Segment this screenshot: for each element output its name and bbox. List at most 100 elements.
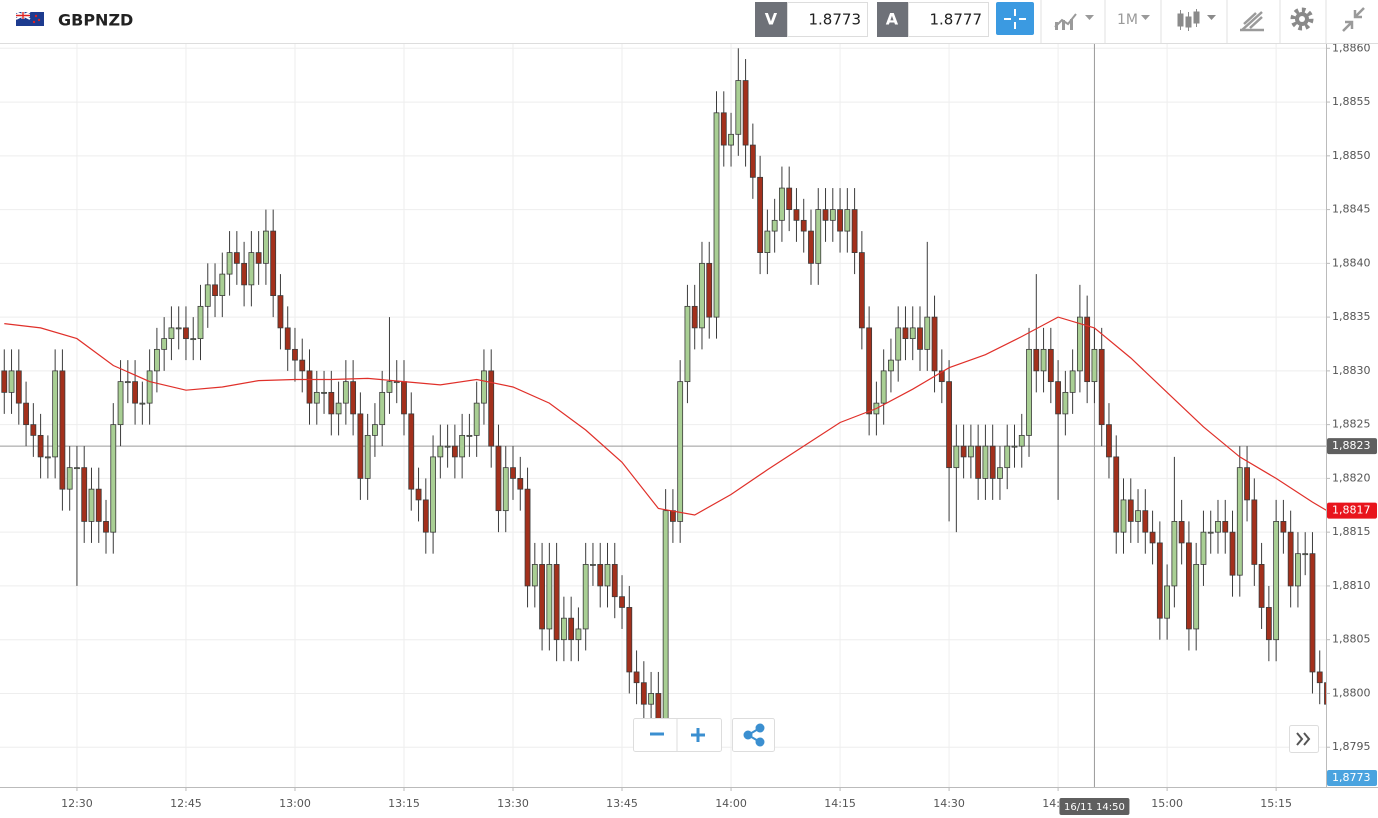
y-tick-label: 1,8845 — [1332, 203, 1371, 216]
candle-body — [357, 413, 364, 479]
crosshair-time-label-bg — [1059, 798, 1130, 815]
crosshair-price-label-bg — [1327, 438, 1377, 455]
candle-body — [1295, 553, 1301, 587]
candle-body — [401, 381, 407, 415]
sell-box[interactable] — [787, 2, 868, 37]
candle-body — [139, 402, 146, 405]
settings-button[interactable] — [1290, 7, 1314, 31]
candle-body — [132, 381, 138, 404]
candle-body — [611, 564, 618, 598]
candle-body — [946, 381, 952, 469]
candle-body — [822, 209, 829, 221]
candle-body — [219, 273, 226, 297]
axes: 1,8795 1,8800 1,8805 1,8810 1,8815 1,8820 1,88… — [0, 41, 1378, 815]
candle-body — [1302, 553, 1309, 556]
candle-body — [844, 209, 851, 232]
candle-body — [8, 370, 15, 393]
candle-body — [146, 370, 153, 404]
y-tick-label: 1,8815 — [1332, 525, 1371, 538]
candle-body — [466, 434, 473, 437]
candle-body — [117, 381, 124, 426]
candle-body — [648, 693, 654, 705]
candle-body — [982, 445, 989, 479]
buy-tag-bg[interactable] — [877, 2, 908, 37]
candle-body — [1033, 348, 1040, 372]
candle-body — [1135, 510, 1141, 522]
candle-body — [1280, 521, 1287, 533]
candle-body — [633, 671, 640, 684]
candle-body — [23, 402, 29, 426]
scroll-right-button[interactable] — [1296, 732, 1311, 746]
y-tick-label: 1,8850 — [1332, 149, 1371, 162]
crosshair-button[interactable] — [996, 2, 1034, 35]
y-tick-label: 1,8860 — [1332, 41, 1371, 54]
candle-body — [1171, 521, 1178, 587]
separators — [1040, 0, 1327, 43]
candle-body — [153, 348, 160, 372]
candle-body — [938, 370, 945, 383]
candle-body — [1120, 499, 1127, 533]
candle-body — [459, 434, 466, 458]
candle-body — [66, 467, 73, 490]
candle-body — [422, 499, 429, 533]
candle-body — [735, 80, 742, 135]
candle-body — [168, 327, 175, 340]
x-tick-label: 13:45 — [606, 797, 638, 810]
candle-body — [546, 564, 553, 630]
candle-body — [1011, 445, 1018, 448]
sell-price[interactable]: 1.8773 — [809, 11, 862, 29]
sell-tag[interactable]: V — [765, 10, 778, 29]
bid-price-label-bg — [1327, 770, 1377, 786]
interval[interactable]: 1M — [1117, 12, 1138, 28]
x-tick-label: 12:30 — [61, 797, 93, 810]
buy-price[interactable]: 1.8777 — [930, 11, 983, 29]
candle-body — [779, 187, 785, 221]
share-button[interactable] — [743, 723, 765, 747]
candle-body — [313, 391, 320, 404]
candle-body — [1215, 521, 1221, 533]
candle-body — [1113, 456, 1120, 533]
chart-type-button[interactable] — [1054, 13, 1094, 30]
candle-body — [1324, 682, 1326, 705]
candle-body — [510, 467, 516, 479]
buy-tag[interactable]: A — [886, 10, 899, 29]
candle-body — [59, 370, 66, 490]
candle-body — [902, 327, 909, 340]
candle-body — [1200, 531, 1207, 565]
y-tick-label: 1,8805 — [1332, 633, 1371, 646]
candle-body — [975, 445, 982, 479]
candle-body — [1164, 585, 1171, 619]
candle-body — [255, 252, 262, 264]
candle-body — [1156, 542, 1163, 619]
candle-body — [495, 445, 502, 512]
candle-body — [1098, 348, 1105, 426]
interval-caret — [1141, 15, 1150, 20]
candle-body — [299, 359, 306, 372]
candle-body — [1106, 424, 1112, 458]
zoom-in-button[interactable] — [691, 728, 705, 742]
candle-body — [1251, 499, 1258, 565]
current-price-label: 1,8817 — [1332, 504, 1371, 517]
draw-tool-button[interactable] — [1240, 11, 1264, 32]
candle-body — [1309, 553, 1316, 673]
buy-box[interactable] — [908, 2, 989, 37]
sell-tag-bg[interactable] — [755, 2, 787, 37]
candle-body — [517, 478, 524, 490]
x-tick-label: 13:00 — [279, 797, 311, 810]
x-tick-label: 15:00 — [1151, 797, 1183, 810]
flag — [15, 11, 44, 26]
crosshair-time-label: 16/11 14:50 — [1064, 802, 1125, 813]
candle-body — [15, 370, 22, 404]
collapse-button[interactable] — [1342, 7, 1365, 32]
candle-body — [706, 262, 713, 318]
candle-body — [677, 381, 684, 522]
candle-body — [408, 413, 415, 490]
candle-body — [786, 187, 793, 210]
candle-body — [284, 327, 291, 350]
candle-body — [1222, 521, 1229, 533]
candle-body — [241, 262, 248, 286]
candle-type-button[interactable] — [1177, 9, 1216, 31]
candle-body — [699, 262, 705, 329]
candle-body — [815, 209, 822, 264]
